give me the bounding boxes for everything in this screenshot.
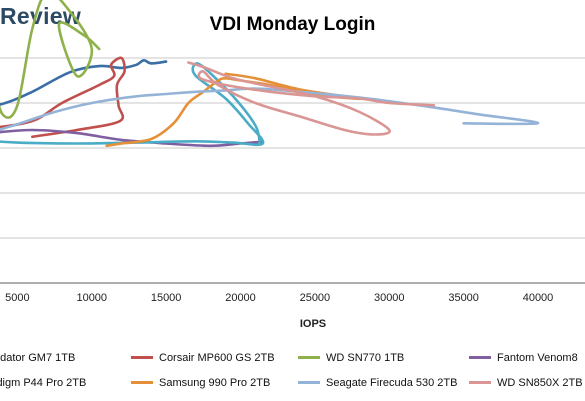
legend-label: WD SN770 1TB bbox=[326, 352, 405, 364]
x-tick-label: 20000 bbox=[225, 292, 256, 304]
series-line-2 bbox=[0, 56, 126, 139]
legend-item: Samsung 990 Pro 2TB bbox=[131, 377, 270, 389]
legend-label: edator GM7 1TB bbox=[0, 352, 76, 364]
legend-swatch bbox=[131, 355, 153, 359]
legend: edator GM7 1TB Corsair MP600 GS 2TB WD SN7… bbox=[0, 344, 585, 401]
chart-title: VDI Monday Login bbox=[209, 14, 376, 35]
legend-item: Seagate Firecuda 530 2TB bbox=[298, 377, 457, 389]
series-line-3 bbox=[0, 0, 101, 119]
legend-label: WD SN850X 2TB bbox=[497, 377, 583, 389]
series-line-7 bbox=[0, 87, 540, 131]
x-tick-label: 40000 bbox=[523, 292, 554, 304]
legend-label: Samsung 990 Pro 2TB bbox=[159, 377, 271, 389]
x-tick-label: 30000 bbox=[374, 292, 405, 304]
chart-title-wrap: VDI Monday Login bbox=[0, 14, 585, 36]
x-tick-label: 25000 bbox=[300, 292, 331, 304]
legend-label: Seagate Firecuda 530 2TB bbox=[326, 377, 458, 389]
series-line-1 bbox=[0, 59, 168, 106]
legend-item: edator GM7 1TB bbox=[0, 352, 75, 364]
legend-swatch bbox=[469, 380, 491, 384]
x-axis-label: IOPS bbox=[300, 318, 326, 330]
chart-plot: 5000 10000 15000 20000 25000 30000 35000 40000 … bbox=[0, 0, 585, 330]
legend-item: Corsair MP600 GS 2TB bbox=[131, 352, 275, 364]
gridlines bbox=[0, 57, 585, 284]
legend-label: idigm P44 Pro 2TB bbox=[0, 377, 87, 389]
series-line-6 bbox=[105, 72, 362, 148]
legend-label: Corsair MP600 GS 2TB bbox=[159, 352, 275, 364]
series-line-8 bbox=[187, 61, 436, 136]
x-tick-label: 15000 bbox=[151, 292, 182, 304]
x-tick-label: 10000 bbox=[76, 292, 107, 304]
legend-swatch bbox=[469, 355, 491, 359]
legend-item: WD SN850X 2TB bbox=[469, 377, 583, 389]
x-tick-label: 5000 bbox=[5, 292, 29, 304]
x-axis-ticks: 5000 10000 15000 20000 25000 30000 35000 40000 bbox=[5, 292, 553, 304]
legend-swatch bbox=[131, 380, 153, 384]
series-layer bbox=[0, 0, 540, 148]
x-tick-label: 35000 bbox=[448, 292, 479, 304]
series-line-4 bbox=[0, 128, 265, 148]
legend-label: Fantom Venom8 bbox=[497, 352, 578, 364]
legend-item: Fantom Venom8 bbox=[469, 352, 578, 364]
legend-item: WD SN770 1TB bbox=[298, 352, 404, 364]
legend-swatch bbox=[298, 355, 320, 359]
legend-swatch bbox=[298, 380, 320, 384]
legend-item: idigm P44 Pro 2TB bbox=[0, 377, 86, 389]
